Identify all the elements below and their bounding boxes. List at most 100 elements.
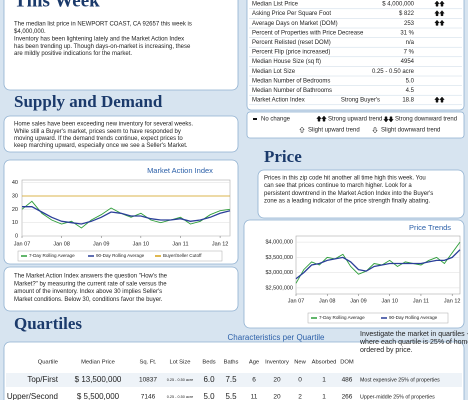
legend-label: 7-Day Rolling Average (319, 315, 365, 320)
quartiles-title: Quartiles (14, 314, 82, 333)
trend-arrow (434, 19, 440, 26)
x-tick-label: Jan 12 (212, 241, 229, 247)
this-week-title: This Week (14, 0, 100, 11)
x-tick-label: Jan 11 (172, 241, 188, 247)
paragraph-line: Market conditions. Below 30, conditions … (14, 297, 163, 303)
column-header: Age (249, 360, 259, 366)
cell: 6 (252, 377, 256, 384)
stat-value: Strong Buyer's (341, 98, 380, 104)
cell: 6.0 (203, 375, 215, 384)
stat-label: Asking Price Per Square Foot (252, 11, 331, 17)
trend-arrow (372, 127, 378, 134)
cell: 20 (273, 377, 281, 384)
stat-value: 0.25 - 0.50 acre (372, 69, 415, 75)
paragraph-line: amount of the inventory. Index above 30 … (14, 289, 162, 295)
cell: Upper/Second (7, 392, 58, 400)
y-tick-label: $2,500,000 (265, 285, 293, 291)
x-tick-label: Jan 07 (14, 241, 31, 247)
chart-title: Market Action Index (147, 166, 213, 175)
trend-arrow (434, 0, 440, 7)
column-header: Inventory (265, 360, 289, 366)
cell: 1 (322, 394, 326, 400)
cell: Top/First (27, 375, 58, 384)
series-line (295, 241, 461, 284)
y-tick-label: 30 (12, 193, 18, 199)
cell: 10837 (139, 377, 157, 384)
stat-label: Market Action Index (252, 98, 305, 104)
x-tick-label: Jan 07 (288, 298, 305, 304)
cell: 7.5 (225, 375, 237, 384)
stat-value: 18.8 (402, 98, 414, 104)
cell: 20 (273, 394, 281, 400)
stat-value: $ 4,000,000 (382, 2, 414, 8)
paragraph-line: ordered by price. (360, 347, 413, 354)
quartile-description: Upper-middle 25% of properties (360, 394, 435, 400)
trend-arrow (299, 126, 305, 133)
trend-arrow (434, 96, 440, 103)
stat-value: 4954 (401, 59, 415, 65)
paragraph-line: The median list price in NEWPORT COAST, … (14, 22, 192, 28)
stat-label: Percent Relisted (reset DOM) (252, 40, 331, 46)
stat-value: 253 (404, 21, 415, 27)
column-header: Lot Size (170, 360, 191, 366)
paragraph-line: are mildly positive indications for the … (14, 51, 132, 57)
legend-box (17, 250, 223, 262)
paragraph-line: Home sales have been exceeding new inven… (14, 122, 193, 128)
paragraph-line: zone as a leading indicator of the price… (264, 198, 430, 204)
x-tick-label: Jan 09 (93, 241, 110, 247)
trend-legend-label: Slight upward trend (308, 128, 360, 134)
cell: $ 5,500,000 (77, 392, 120, 400)
trend-arrow (383, 116, 389, 123)
paragraph-line: The Market Action Index answers the ques… (14, 274, 168, 280)
paragraph-line: Prices in this zip code hit another all … (264, 176, 426, 182)
column-header: Baths (224, 360, 239, 366)
trend-arrow (434, 10, 440, 17)
cell: 0 (298, 377, 302, 384)
cell: 11 (251, 394, 258, 400)
trend-arrow (439, 19, 445, 26)
mai-text-panel (3, 266, 239, 312)
stat-value: 5.0 (406, 78, 415, 84)
stat-label: Median Lot Size (252, 69, 296, 75)
column-header: Sq. Ft. (139, 360, 156, 366)
trend-legend-label: Strong upward trend (328, 117, 382, 123)
paragraph-line: Market?" by measuring the current rate o… (14, 281, 167, 287)
trend-arrow (439, 10, 445, 17)
paragraph-line: While still a Buyer's market, prices see… (14, 129, 181, 135)
cell: 1 (322, 377, 326, 384)
quartile-description: Most expensive 25% of properties (360, 377, 440, 383)
stat-label: Median House Size (sq ft) (252, 59, 321, 65)
x-tick-label: Jan 10 (133, 241, 150, 247)
cell: 2 (298, 394, 302, 400)
plot-area (295, 235, 461, 295)
paragraph-line: Inventory has been lightening lately and… (14, 36, 184, 42)
price-title: Price (264, 147, 302, 166)
column-header: Median Price (81, 360, 115, 366)
x-tick-label: Jan 11 (413, 298, 429, 304)
stat-label: Median Number of Bathrooms (252, 88, 332, 94)
cell: 5.0 (203, 392, 215, 400)
quartiles-subtitle: Characteristics per Quartile (228, 333, 325, 342)
this-week-panel (3, 0, 239, 91)
legend-label: Buyer/Seller Cutoff (163, 253, 202, 258)
x-tick-label: Jan 08 (53, 241, 70, 247)
stat-value: $ 822 (399, 11, 415, 17)
no-change-icon (253, 118, 257, 120)
stat-label: Average Days on Market (DOM) (252, 21, 338, 27)
trend-arrow (439, 96, 445, 103)
stat-value: 7 % (404, 50, 415, 56)
stats-panel (246, 0, 465, 111)
stat-label: Percent of Properties with Price Decreas… (252, 30, 364, 36)
supply-title: Supply and Demand (14, 92, 163, 111)
column-header: Beds (202, 360, 215, 366)
paragraph-line: where each quartile is 25% of homes (359, 339, 468, 346)
y-tick-label: 20 (12, 207, 18, 213)
paragraph-line: has been trending up. Though days-on-mar… (14, 44, 191, 50)
trend-arrow (316, 115, 322, 122)
row-band (6, 390, 462, 400)
x-tick-label: Jan 12 (444, 298, 461, 304)
cell: 0.25 - 0.50 acre (167, 378, 194, 382)
x-tick-label: Jan 09 (350, 298, 367, 304)
cell: 266 (342, 394, 353, 400)
legend-label: 90-Day Rolling Average (389, 315, 438, 320)
